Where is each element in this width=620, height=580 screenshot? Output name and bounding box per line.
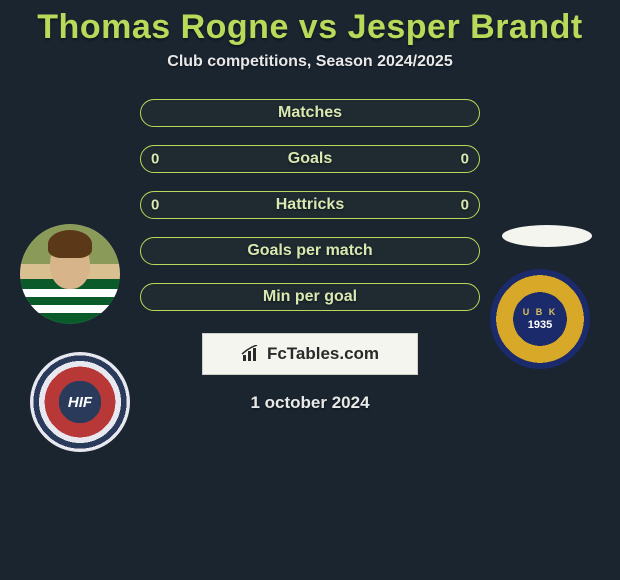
stat-row-min-per-goal: Min per goal (140, 283, 480, 311)
stats-area: HIF U B K 1935 Matches 0 Goals 0 0 Hattr… (10, 99, 610, 413)
stat-label: Goals (288, 150, 332, 168)
stat-row-hattricks: 0 Hattricks 0 (140, 191, 480, 219)
stat-row-goals-per-match: Goals per match (140, 237, 480, 265)
stat-row-goals: 0 Goals 0 (140, 145, 480, 173)
page-title: Thomas Rogne vs Jesper Brandt (10, 8, 610, 47)
stat-right-value: 0 (461, 197, 469, 214)
stat-label: Hattricks (276, 196, 344, 214)
bar-chart-icon (241, 345, 263, 363)
stat-label: Goals per match (247, 242, 372, 260)
stat-label: Min per goal (263, 288, 357, 306)
player-right-placeholder (502, 225, 592, 247)
stat-right-value: 0 (461, 151, 469, 168)
club-badge-left: HIF (30, 352, 130, 452)
stat-row-matches: Matches (140, 99, 480, 127)
stat-left-value: 0 (151, 151, 159, 168)
club-badge-right: U B K 1935 (490, 269, 590, 369)
brand-text: FcTables.com (267, 344, 379, 364)
badge-left-text: HIF (68, 394, 92, 411)
stat-rows: Matches 0 Goals 0 0 Hattricks 0 Goals pe… (140, 99, 480, 311)
badge-right-year: 1935 (528, 319, 552, 331)
player-left-photo (20, 224, 120, 324)
badge-right-top: U B K (523, 307, 558, 317)
stat-label: Matches (278, 104, 342, 122)
comparison-card: Thomas Rogne vs Jesper Brandt Club compe… (0, 0, 620, 421)
brand-logo[interactable]: FcTables.com (202, 333, 418, 375)
page-subtitle: Club competitions, Season 2024/2025 (10, 53, 610, 71)
stat-left-value: 0 (151, 197, 159, 214)
